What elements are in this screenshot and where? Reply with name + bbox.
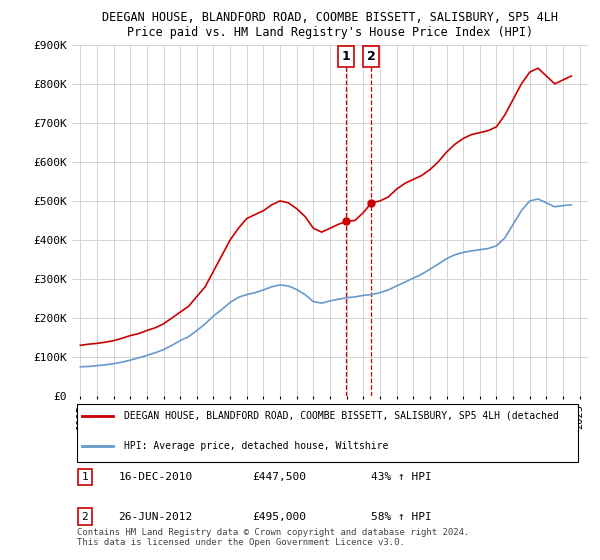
Text: HPI: Average price, detached house, Wiltshire: HPI: Average price, detached house, Wilt…: [124, 441, 388, 451]
Text: 1: 1: [82, 472, 88, 482]
Text: 58% ↑ HPI: 58% ↑ HPI: [371, 512, 432, 522]
Text: 1: 1: [341, 50, 350, 63]
Text: DEEGAN HOUSE, BLANDFORD ROAD, COOMBE BISSETT, SALISBURY, SP5 4LH (detached: DEEGAN HOUSE, BLANDFORD ROAD, COOMBE BIS…: [124, 411, 559, 421]
Text: 2: 2: [367, 50, 376, 63]
Text: £495,000: £495,000: [253, 512, 307, 522]
Title: DEEGAN HOUSE, BLANDFORD ROAD, COOMBE BISSETT, SALISBURY, SP5 4LH
Price paid vs. : DEEGAN HOUSE, BLANDFORD ROAD, COOMBE BIS…: [102, 11, 558, 39]
Text: 16-DEC-2010: 16-DEC-2010: [118, 472, 193, 482]
Text: 26-JUN-2012: 26-JUN-2012: [118, 512, 193, 522]
Text: £447,500: £447,500: [253, 472, 307, 482]
FancyBboxPatch shape: [77, 404, 578, 462]
Text: 43% ↑ HPI: 43% ↑ HPI: [371, 472, 432, 482]
Text: Contains HM Land Registry data © Crown copyright and database right 2024.
This d: Contains HM Land Registry data © Crown c…: [77, 528, 470, 547]
Text: 2: 2: [82, 512, 88, 522]
